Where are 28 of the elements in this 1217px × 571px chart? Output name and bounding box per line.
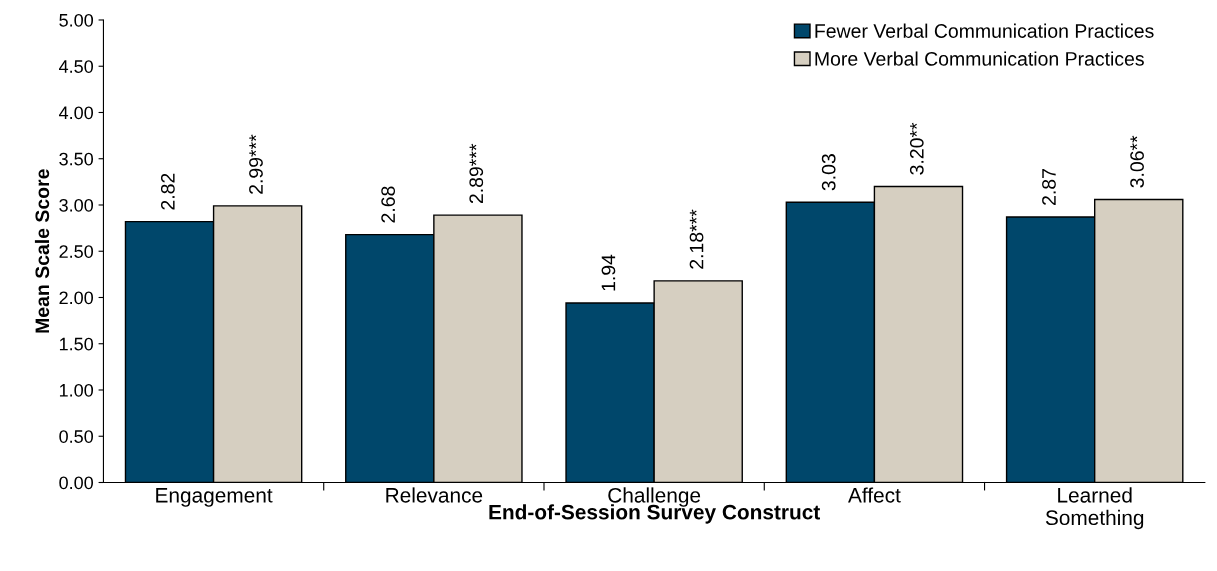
data-label: 2.99*** bbox=[249, 134, 263, 194]
y-tick-label: 1.00 bbox=[59, 383, 94, 397]
y-tick-label: 3.50 bbox=[59, 152, 94, 166]
legend-label: More Verbal Communication Practices bbox=[815, 51, 1144, 66]
data-label: 3.03 bbox=[821, 154, 836, 191]
y-axis-title: Mean Scale Score bbox=[34, 169, 50, 333]
y-tick-label: 2.50 bbox=[59, 245, 94, 258]
y-tick-label: 5.00 bbox=[59, 13, 94, 27]
data-label: 1.94 bbox=[601, 254, 616, 291]
data-label: 3.20** bbox=[909, 122, 924, 175]
data-label: 2.89*** bbox=[469, 143, 484, 204]
y-tick-label: 4.50 bbox=[59, 60, 94, 73]
data-label: 2.68 bbox=[381, 186, 396, 223]
legend-label: Fewer Verbal Communication Practices bbox=[815, 23, 1154, 38]
y-tick-label: 4.00 bbox=[59, 106, 94, 120]
x-tick-label: Engagement bbox=[156, 488, 273, 507]
data-label: 2.82 bbox=[160, 173, 175, 210]
y-tick-label: 1.50 bbox=[59, 337, 94, 351]
x-tick-label: Learned Something bbox=[1045, 487, 1144, 530]
data-label: 3.06** bbox=[1130, 135, 1144, 188]
y-tick-label: 3.00 bbox=[59, 198, 94, 212]
y-tick-label: 2.00 bbox=[59, 291, 94, 305]
y-tick-label: 0.50 bbox=[59, 430, 94, 443]
x-tick-label: Affect bbox=[848, 487, 901, 503]
data-label: 2.18*** bbox=[689, 209, 704, 269]
y-tick-label: 0.00 bbox=[59, 476, 94, 490]
data-label: 2.87 bbox=[1042, 169, 1056, 205]
x-tick-label: Relevance bbox=[386, 487, 483, 503]
